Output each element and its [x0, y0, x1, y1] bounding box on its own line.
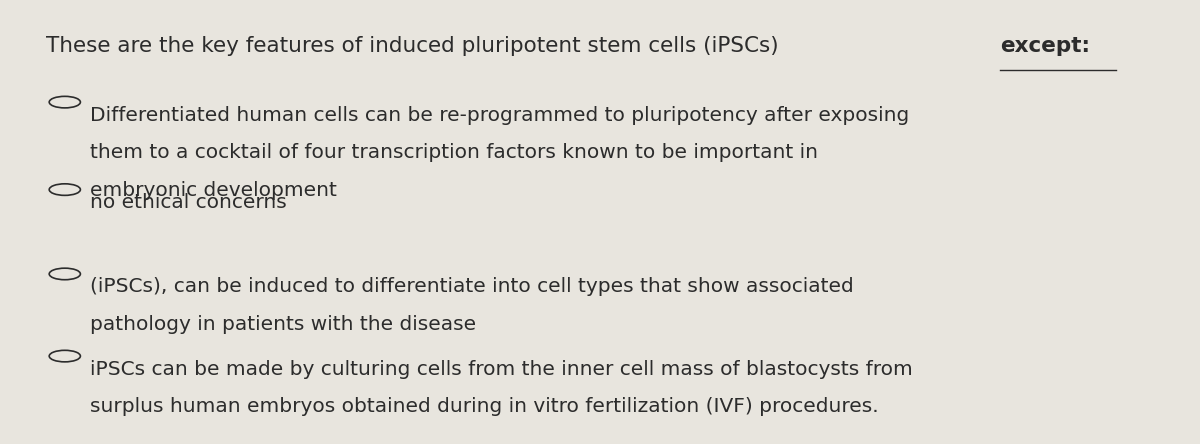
Text: iPSCs can be made by culturing cells from the inner cell mass of blastocysts fro: iPSCs can be made by culturing cells fro… [90, 360, 913, 379]
Text: These are the key features of induced pluripotent stem cells (iPSCs): These are the key features of induced pl… [46, 36, 785, 56]
Text: except:: except: [1000, 36, 1090, 56]
Text: no ethical concerns: no ethical concerns [90, 193, 287, 212]
Text: Differentiated human cells can be re-programmed to pluripotency after exposing: Differentiated human cells can be re-pro… [90, 106, 910, 125]
Text: surplus human embryos obtained during in vitro fertilization (IVF) procedures.: surplus human embryos obtained during in… [90, 397, 878, 416]
Text: embryonic development: embryonic development [90, 181, 337, 200]
Text: them to a cocktail of four transcription factors known to be important in: them to a cocktail of four transcription… [90, 143, 818, 163]
Text: (iPSCs), can be induced to differentiate into cell types that show associated: (iPSCs), can be induced to differentiate… [90, 278, 853, 297]
Text: pathology in patients with the disease: pathology in patients with the disease [90, 315, 476, 334]
